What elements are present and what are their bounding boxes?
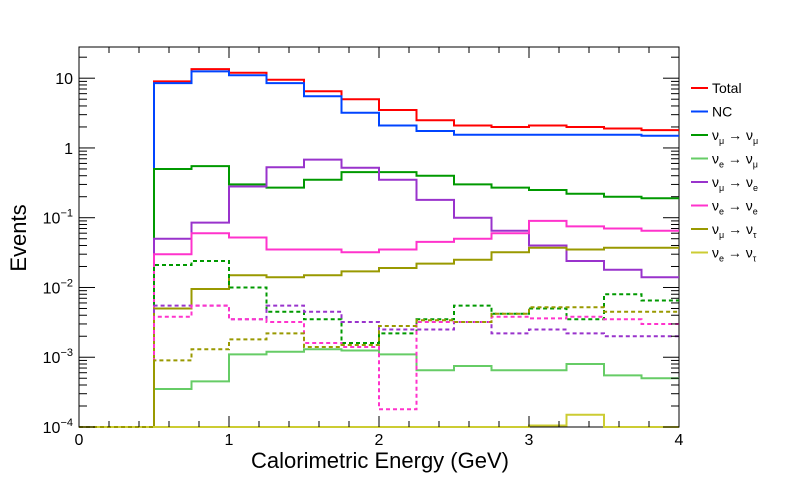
legend-item: νe → ντ — [691, 245, 757, 264]
legend-item: Total — [691, 80, 742, 96]
legend-item: νμ → νe — [691, 174, 758, 193]
legend-label: νe → ντ — [712, 245, 757, 264]
y-tick-label: 10 — [55, 71, 73, 88]
x-tick-label: 4 — [675, 432, 684, 449]
y-tick-label: 10−4 — [43, 417, 73, 437]
x-tick-label: 1 — [225, 432, 234, 449]
x-tick-label: 2 — [375, 432, 384, 449]
series-line-nue-nue — [79, 219, 679, 428]
y-tick-label: 10−2 — [43, 277, 73, 297]
legend-label: νμ → νμ — [712, 127, 758, 146]
series-line-nue-numu — [79, 348, 679, 428]
series-line-numu-nutau-dashed- — [79, 306, 679, 428]
legend-item: NC — [691, 104, 732, 120]
x-tick-label: 0 — [75, 432, 84, 449]
series-line-nc — [79, 70, 679, 428]
legend-label: νe → νμ — [712, 151, 758, 170]
legend-label: νμ → ντ — [712, 221, 757, 240]
legend-item: νe → νμ — [691, 151, 758, 170]
y-tick-label: 1 — [64, 141, 73, 158]
x-axis-label: Calorimetric Energy (GeV) — [251, 448, 509, 473]
legend-label: νe → νe — [712, 198, 758, 217]
series-line-numu-nue — [79, 158, 679, 428]
series-layer — [79, 68, 679, 428]
series-line-numu-numu — [79, 165, 679, 428]
legend-item: νe → νe — [691, 198, 758, 217]
series-line-nue-nutau — [79, 413, 679, 428]
series-line-numu-nutau — [79, 246, 679, 428]
legend-label: νμ → νe — [712, 174, 758, 193]
legend-label: NC — [712, 104, 732, 120]
legend-item: νμ → ντ — [691, 221, 757, 240]
y-tick-label: 10−3 — [43, 347, 73, 367]
legend-item: νμ → νμ — [691, 127, 758, 146]
axis-ticks: 0 1 2 3 4 10 1 10−1 10−2 10−3 10−4 — [43, 47, 684, 449]
legend-label: Total — [712, 80, 742, 96]
y-axis-label: Events — [6, 204, 31, 271]
series-line-total — [79, 68, 679, 428]
series-line-nue-nue-dashed- — [79, 304, 679, 428]
y-tick-label: 10−1 — [43, 208, 73, 228]
x-tick-label: 3 — [525, 432, 534, 449]
legend: Total NC νμ → νμ νe → νμ νμ → νe νe → νe νμ → … — [691, 80, 758, 264]
